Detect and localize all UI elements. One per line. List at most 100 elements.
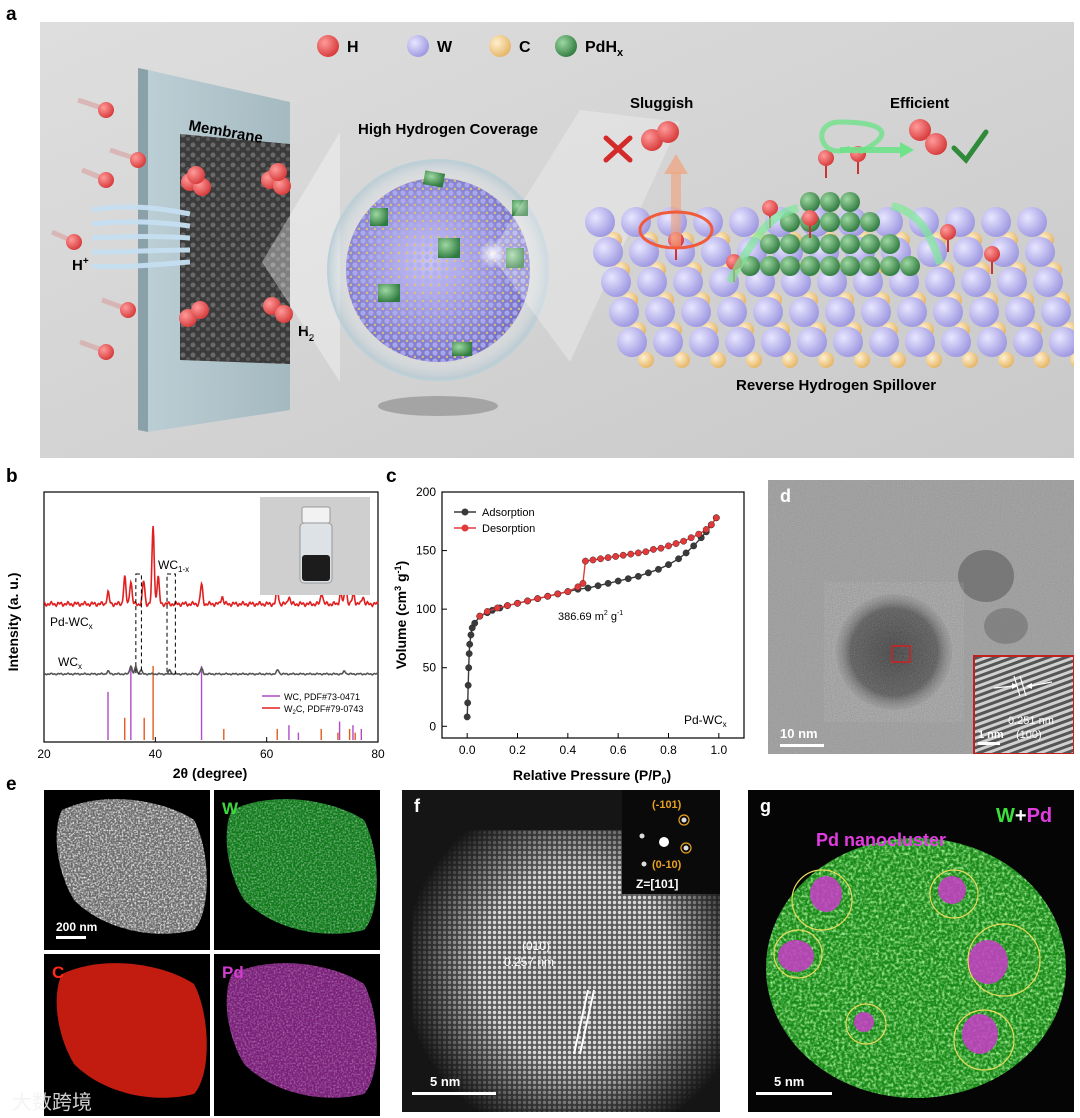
ref-legend-w2c-rest: C, PDF#79-0743	[296, 704, 364, 714]
bet-point	[544, 592, 552, 600]
tungsten-atom	[645, 297, 675, 327]
nanocluster-label: Pd nanocluster	[816, 830, 946, 850]
bet-x-tick-label: 0.0	[459, 743, 476, 757]
bet-point	[604, 554, 612, 562]
pd-atom	[800, 256, 820, 276]
scale-label-f: 5 nm	[430, 1074, 460, 1089]
haadf-image-f: f (010) 0.257 nm (-101) (0-10) Z=[101] 5…	[402, 790, 720, 1112]
efficient-h2	[909, 119, 947, 155]
pd-atom	[860, 234, 880, 254]
pd-hotspots	[778, 876, 1008, 1054]
proton-flow-arrows	[91, 204, 191, 270]
proton-trails	[50, 97, 146, 360]
tungsten-atom	[617, 327, 647, 357]
zone-axis: Z=[101]	[636, 877, 678, 891]
scale-bar-d	[780, 744, 824, 747]
bet-ylabel-end: )	[393, 561, 409, 566]
bet-point	[589, 556, 597, 564]
bet-area-value: 386.69 m	[558, 611, 604, 623]
pd-atom	[840, 256, 860, 276]
bet-point	[597, 555, 604, 563]
bet-point	[619, 551, 627, 559]
pd-atom	[880, 256, 900, 276]
panel-e-label: e	[6, 774, 17, 795]
svg-text:W2C, PDF#79-0743: W2C, PDF#79-0743	[284, 704, 363, 716]
eds-c-label: C	[52, 963, 64, 982]
panel-g-label: g	[760, 796, 771, 816]
carbon-atom	[782, 352, 798, 368]
tungsten-atom	[905, 327, 935, 357]
carbon-atom	[710, 352, 726, 368]
bet-x-tick-label: 0.2	[509, 743, 526, 757]
pd-atom	[880, 234, 900, 254]
bet-point	[504, 602, 511, 610]
pd-atom	[820, 256, 840, 276]
spillover-label: Reverse Hydrogen Spillover	[736, 377, 936, 394]
coverage-label: High Hydrogen Coverage	[358, 121, 538, 138]
nanoparticle-sphere: High Hydrogen Coverage	[327, 121, 549, 416]
panel-f-label: f	[414, 796, 421, 816]
pd-atom	[760, 234, 780, 254]
spillover-arrow-right	[891, 202, 944, 266]
bet-sample: Pd-WC	[684, 713, 723, 727]
tungsten-atom	[1041, 297, 1071, 327]
bet-point	[612, 553, 620, 560]
bet-point	[657, 544, 665, 552]
panel-d-label: d	[780, 486, 791, 506]
fft-spot-1: (-101)	[652, 799, 682, 811]
xrd-chart: 20 40 60 80 Intensity (a. u.) 2θ (degree) W…	[5, 491, 385, 781]
legend-h: H	[317, 35, 359, 57]
lattice-marker-line-1	[573, 989, 589, 1055]
bet-legend-adsorption: Adsorption	[482, 507, 535, 519]
bet-point	[644, 569, 652, 577]
bet-point	[594, 582, 602, 590]
svg-text:H2: H2	[298, 323, 315, 344]
eds-map-pd: Pd	[214, 954, 380, 1116]
tungsten-atom	[981, 207, 1011, 237]
tungsten-atom	[689, 327, 719, 357]
tungsten-atom	[997, 267, 1027, 297]
bet-point	[690, 542, 698, 550]
carbon-atom	[962, 352, 978, 368]
watermark: 大数跨境	[12, 1090, 92, 1114]
bet-point	[675, 555, 682, 563]
wc1x-dashed-box	[166, 573, 176, 675]
bet-point	[672, 540, 680, 547]
xrd-ylabel: Intensity (a. u.)	[5, 573, 21, 672]
wcx-label: WC	[58, 655, 78, 669]
bet-point	[702, 526, 710, 533]
overlay-pd-label: Pd	[1027, 805, 1053, 827]
bet-point	[624, 575, 632, 583]
bet-xlabel: Relative Pressure (P/P	[513, 767, 662, 783]
efficient-check-icon	[951, 129, 989, 164]
pd-atom	[860, 256, 880, 276]
scale-inset-d: 1 nm	[978, 729, 1004, 741]
surface-slab	[585, 207, 1074, 368]
proton-sup: +	[83, 256, 89, 267]
bet-ylabel-sup2: -1	[393, 565, 403, 573]
tungsten-atom	[653, 327, 683, 357]
pd-atom	[900, 256, 920, 276]
ref-legend-w2c: W	[284, 704, 293, 714]
svg-text:W+Pd: W+Pd	[996, 805, 1052, 827]
bet-x-tick-label: 1.0	[710, 743, 727, 757]
pd-atom	[760, 256, 780, 276]
tungsten-atom	[753, 297, 783, 327]
tungsten-atom	[1033, 267, 1063, 297]
svg-text:WCx: WCx	[58, 655, 82, 671]
svg-text:PdHx: PdHx	[585, 39, 624, 59]
bet-point	[464, 699, 472, 707]
bet-point	[574, 583, 582, 591]
pd-cluster	[668, 146, 1000, 282]
scale-label-g: 5 nm	[774, 1074, 804, 1089]
bet-x-tick-label: 0.6	[610, 743, 627, 757]
sluggish-h2	[641, 121, 679, 151]
xrd-plot-frame	[43, 491, 379, 743]
svg-text:386.69 m2 g-1: 386.69 m2 g-1	[558, 610, 623, 623]
xrd-series-line	[44, 664, 379, 676]
bet-ylabel-sup: 3	[393, 586, 403, 591]
carbon-atom	[818, 352, 834, 368]
tungsten-atom	[873, 207, 903, 237]
hydrogen-atom	[984, 246, 1000, 262]
tungsten-atom	[925, 267, 955, 297]
